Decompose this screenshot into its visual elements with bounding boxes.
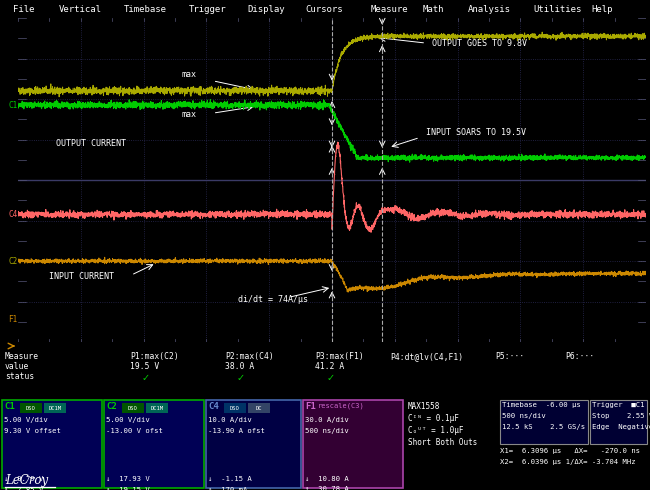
Text: ↓  -1.15 A: ↓ -1.15 A: [208, 476, 252, 482]
Text: X1=  6.3096 μs   ΔX=   -270.0 ns: X1= 6.3096 μs ΔX= -270.0 ns: [500, 448, 640, 454]
Text: status: status: [5, 372, 34, 381]
Text: 5.00 V/div: 5.00 V/div: [106, 417, 150, 423]
Text: Stop    2.55 V: Stop 2.55 V: [592, 413, 650, 419]
Bar: [500, 400, 588, 444]
Text: ↑  170 mA: ↑ 170 mA: [208, 487, 248, 490]
Bar: [122, 403, 144, 413]
Text: 19.5 V: 19.5 V: [130, 362, 159, 371]
Text: Utilities: Utilities: [533, 4, 581, 14]
Text: ✓: ✓: [142, 373, 150, 383]
Text: INPUT CURRENT: INPUT CURRENT: [49, 272, 114, 281]
Text: DSO: DSO: [230, 406, 240, 411]
Text: Trigger  ■C1: Trigger ■C1: [592, 402, 645, 408]
Text: INPUT SOARS TO 19.5V: INPUT SOARS TO 19.5V: [426, 128, 526, 138]
Text: File: File: [13, 4, 34, 14]
Bar: [590, 400, 647, 444]
Text: ✓: ✓: [327, 373, 335, 383]
Text: X2=  6.0396 μs 1/ΔX= -3.704 MHz: X2= 6.0396 μs 1/ΔX= -3.704 MHz: [500, 459, 636, 465]
Text: 38.0 A: 38.0 A: [225, 362, 254, 371]
Text: 41.2 A: 41.2 A: [315, 362, 344, 371]
Text: max: max: [181, 70, 196, 79]
Text: Cₒᵁᵀ = 1.0μF: Cₒᵁᵀ = 1.0μF: [408, 426, 463, 435]
Text: DC1M: DC1M: [151, 406, 164, 411]
Text: Measure: Measure: [5, 352, 39, 361]
Text: C1: C1: [8, 100, 18, 110]
Text: rescale(C3): rescale(C3): [318, 402, 365, 409]
Text: ↓  17.93 V: ↓ 17.93 V: [106, 476, 150, 482]
Bar: [303, 400, 403, 488]
Bar: [146, 403, 168, 413]
Text: C2: C2: [8, 256, 18, 266]
Text: P1:max(C2): P1:max(C2): [130, 352, 179, 361]
Text: value: value: [5, 362, 29, 371]
Text: C1: C1: [4, 402, 15, 411]
Text: di/dt = 74A/μs: di/dt = 74A/μs: [238, 294, 308, 303]
Bar: [248, 403, 270, 413]
Text: ↑  30.78 A: ↑ 30.78 A: [305, 486, 349, 490]
Bar: [206, 400, 301, 488]
Text: 9.30 V offset: 9.30 V offset: [4, 428, 61, 434]
Text: DC: DC: [255, 406, 262, 411]
Text: OUTPUT CURRENT: OUTPUT CURRENT: [56, 139, 125, 147]
Text: -13.90 A ofst: -13.90 A ofst: [208, 428, 265, 434]
Text: Timebase  -6.00 μs: Timebase -6.00 μs: [502, 402, 580, 408]
Text: DSO: DSO: [26, 406, 36, 411]
Text: DC1M: DC1M: [49, 406, 62, 411]
Bar: [2, 400, 102, 488]
Text: F1: F1: [305, 402, 316, 411]
Text: ↑  19.15 V: ↑ 19.15 V: [106, 487, 150, 490]
Text: C2: C2: [106, 402, 117, 411]
Text: Trigger: Trigger: [188, 4, 226, 14]
Text: Timebase: Timebase: [124, 4, 166, 14]
Text: ↑  7.85 V: ↑ 7.85 V: [4, 487, 44, 490]
Text: Analysis: Analysis: [468, 4, 511, 14]
Text: Short Both Outs: Short Both Outs: [408, 438, 477, 447]
Text: ✓: ✓: [237, 373, 245, 383]
Text: Cursors: Cursors: [306, 4, 343, 14]
Text: -13.00 V ofst: -13.00 V ofst: [106, 428, 163, 434]
Text: LeCroy: LeCroy: [5, 474, 48, 487]
Bar: [104, 400, 204, 488]
Text: P3:max(F1): P3:max(F1): [315, 352, 364, 361]
Text: F1: F1: [8, 315, 18, 324]
Text: P4:dt@lv(C4,F1): P4:dt@lv(C4,F1): [390, 352, 463, 361]
Text: 500 ns/div: 500 ns/div: [502, 413, 546, 419]
Text: C4: C4: [208, 402, 219, 411]
Text: P5:···: P5:···: [495, 352, 525, 361]
Text: OUTPUT GOES TO 9.8V: OUTPUT GOES TO 9.8V: [432, 39, 528, 49]
Text: DSO: DSO: [128, 406, 138, 411]
Bar: [224, 403, 246, 413]
Text: 12.5 kS    2.5 GS/s: 12.5 kS 2.5 GS/s: [502, 424, 585, 430]
Text: Cᴵᴺ = 0.1μF: Cᴵᴺ = 0.1μF: [408, 414, 459, 423]
Text: Edge  Negative: Edge Negative: [592, 424, 650, 430]
Text: 500 ns/div: 500 ns/div: [305, 428, 349, 434]
Text: C4: C4: [8, 210, 18, 219]
Text: Help: Help: [592, 4, 613, 14]
Text: max: max: [181, 110, 196, 119]
Text: Measure: Measure: [370, 4, 408, 14]
Text: 10.0 A/div: 10.0 A/div: [208, 417, 252, 423]
Text: 5.00 V/div: 5.00 V/div: [4, 417, 47, 423]
Text: ↓  10.80 A: ↓ 10.80 A: [305, 476, 349, 482]
Text: P2:max(C4): P2:max(C4): [225, 352, 274, 361]
Text: ↓  9.79 V: ↓ 9.79 V: [4, 476, 44, 482]
Text: Math: Math: [422, 4, 444, 14]
Text: 30.0 A/div: 30.0 A/div: [305, 417, 349, 423]
Bar: [20, 403, 42, 413]
Text: P6:···: P6:···: [565, 352, 594, 361]
Text: Display: Display: [247, 4, 285, 14]
Bar: [44, 403, 66, 413]
Text: MAX1558: MAX1558: [408, 402, 441, 411]
Text: Vertical: Vertical: [58, 4, 101, 14]
